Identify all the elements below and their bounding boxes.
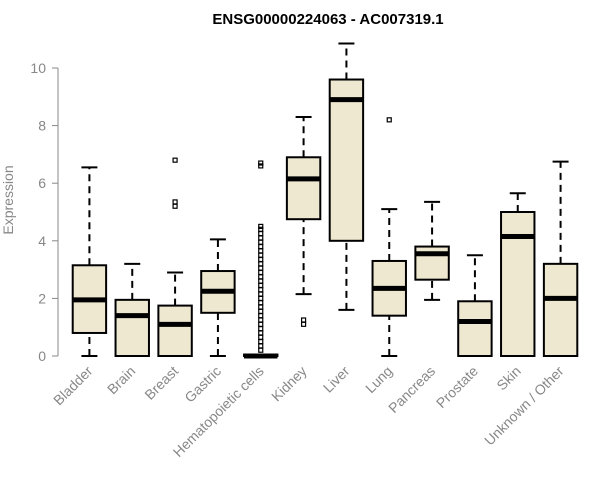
box-iqr <box>285 156 322 221</box>
box-prostate <box>457 254 493 357</box>
outlier-point <box>258 304 264 310</box>
boxes-group <box>71 42 579 359</box>
x-tick-label: Kidney <box>268 363 310 405</box>
outlier-point <box>258 347 264 353</box>
box-iqr <box>542 262 579 357</box>
outlier-point <box>258 239 264 245</box>
outlier-point <box>258 317 264 323</box>
box-skin <box>500 192 536 357</box>
y-tick-label: 0 <box>38 348 46 364</box>
y-tick-label: 6 <box>38 175 46 191</box>
outlier-point <box>258 226 264 232</box>
outlier-point <box>258 274 264 280</box>
outlier-point <box>386 117 392 123</box>
box-iqr <box>500 211 536 357</box>
box-kidney <box>285 115 322 327</box>
outlier-point <box>258 278 264 284</box>
outlier-point <box>258 256 264 263</box>
x-tick-label: Bladder <box>50 363 96 409</box>
box-hematopoietic-cells <box>243 160 279 359</box>
outlier-point <box>258 231 264 237</box>
x-tick-label: Unknown / Other <box>481 363 567 449</box>
box-iqr <box>328 78 365 242</box>
outlier-point <box>300 321 307 327</box>
outlier-point <box>258 334 264 340</box>
outlier-point <box>258 300 264 306</box>
outlier-point <box>258 343 264 349</box>
outlier-point <box>258 163 264 169</box>
outlier-point <box>172 203 178 209</box>
outlier-point <box>258 243 264 250</box>
box-liver <box>328 42 365 311</box>
box-gastric <box>200 238 236 357</box>
outlier-point <box>258 313 264 319</box>
box-iqr <box>457 300 493 357</box>
x-tick-label: Lung <box>362 363 395 396</box>
y-tick-label: 4 <box>38 233 46 249</box>
outlier-point <box>258 295 264 301</box>
x-tick-label: Pancreas <box>385 363 438 416</box>
outlier-point <box>172 199 178 205</box>
box-unknown-other <box>542 160 579 357</box>
box-iqr <box>157 304 193 358</box>
outlier-point <box>258 248 264 254</box>
x-tick-label: Liver <box>320 363 353 396</box>
outlier-point <box>258 160 264 166</box>
box-pancreas <box>414 200 450 301</box>
outlier-point <box>258 269 264 276</box>
chart-title: ENSG00000224063 - AC007319.1 <box>212 11 443 28</box>
x-tick-label: Prostate <box>433 363 481 411</box>
outlier-point <box>258 326 264 332</box>
outlier-point <box>258 282 264 289</box>
outlier-point <box>258 235 264 241</box>
x-tick-label: Breast <box>141 363 181 403</box>
outlier-point <box>258 287 264 293</box>
outlier-point <box>300 317 307 323</box>
x-tick-label: Brain <box>104 363 138 397</box>
box-iqr <box>114 298 150 357</box>
y-axis-label: Expression <box>0 165 16 234</box>
y-tick-label: 8 <box>38 118 46 134</box>
y-tick-label: 10 <box>30 60 46 76</box>
outlier-point <box>258 308 264 314</box>
outlier-point <box>258 321 264 327</box>
outlier-point <box>172 157 178 163</box>
x-tick-label: Gastric <box>181 363 224 406</box>
outlier-point <box>258 339 264 345</box>
box-brain <box>114 262 150 357</box>
x-tick-label: Skin <box>493 363 524 394</box>
outlier-point <box>258 330 264 336</box>
outlier-point <box>258 261 264 267</box>
box-bladder <box>71 166 108 357</box>
outlier-point <box>258 252 264 258</box>
outlier-point <box>258 265 264 271</box>
box-breast <box>157 157 193 358</box>
box-lung <box>371 117 407 357</box>
y-axis: 0 2 4 6 8 10 <box>30 60 59 364</box>
outlier-point <box>258 223 264 229</box>
y-tick-label: 2 <box>38 290 46 306</box>
outlier-point <box>258 291 264 297</box>
